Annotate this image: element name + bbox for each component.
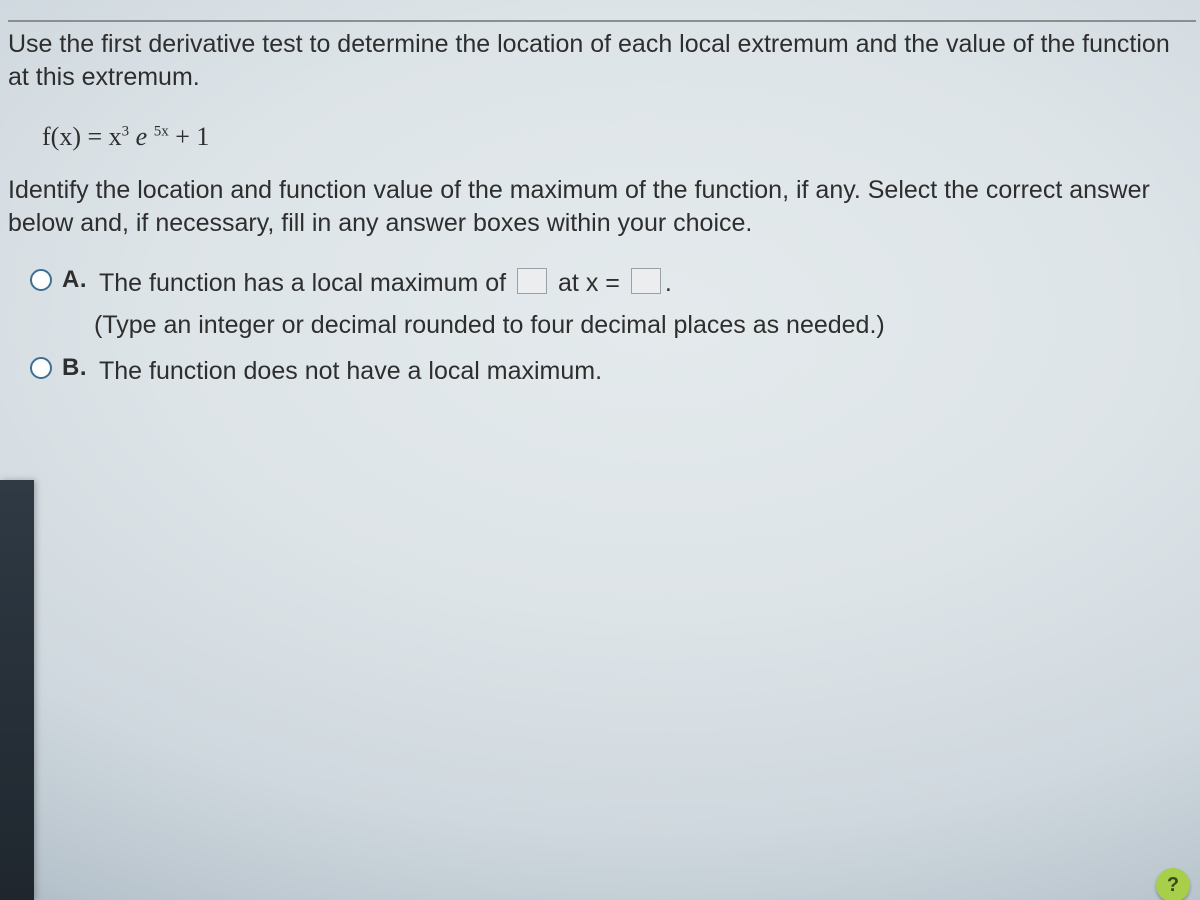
option-b-row[interactable]: B. The function does not have a local ma… <box>30 354 1196 389</box>
option-a-row[interactable]: A. The function has a local maximum of a… <box>30 266 1196 301</box>
formula-lhs: f(x) = x <box>42 122 122 151</box>
formula-exp2: 5x <box>154 123 169 139</box>
options-group: A. The function has a local maximum of a… <box>30 266 1196 389</box>
blank-value[interactable] <box>517 268 547 294</box>
option-b-letter: B. <box>62 354 87 382</box>
option-a-pre: The function has a local maximum of <box>99 269 513 297</box>
formula: f(x) = x3 e 5x + 1 <box>42 122 1196 152</box>
option-a-post: . <box>665 269 672 297</box>
help-badge[interactable]: ? <box>1156 868 1190 900</box>
option-b-text: The function does not have a local maxim… <box>99 354 602 389</box>
left-dark-strip <box>0 480 34 900</box>
help-icon: ? <box>1167 874 1179 897</box>
blank-x[interactable] <box>631 268 661 294</box>
option-a-letter: A. <box>62 266 87 294</box>
question-content: Use the first derivative test to determi… <box>8 20 1200 399</box>
option-a-direction: (Type an integer or decimal rounded to f… <box>94 311 1196 340</box>
radio-a[interactable] <box>30 269 52 291</box>
instruction-text: Use the first derivative test to determi… <box>8 28 1196 94</box>
option-a-mid: at x = <box>551 269 627 297</box>
formula-tail: + 1 <box>169 122 210 151</box>
option-a-text: The function has a local maximum of at x… <box>99 266 672 301</box>
formula-e: e <box>129 122 154 151</box>
top-divider <box>8 20 1196 22</box>
identify-text: Identify the location and function value… <box>8 174 1196 240</box>
radio-b[interactable] <box>30 357 52 379</box>
